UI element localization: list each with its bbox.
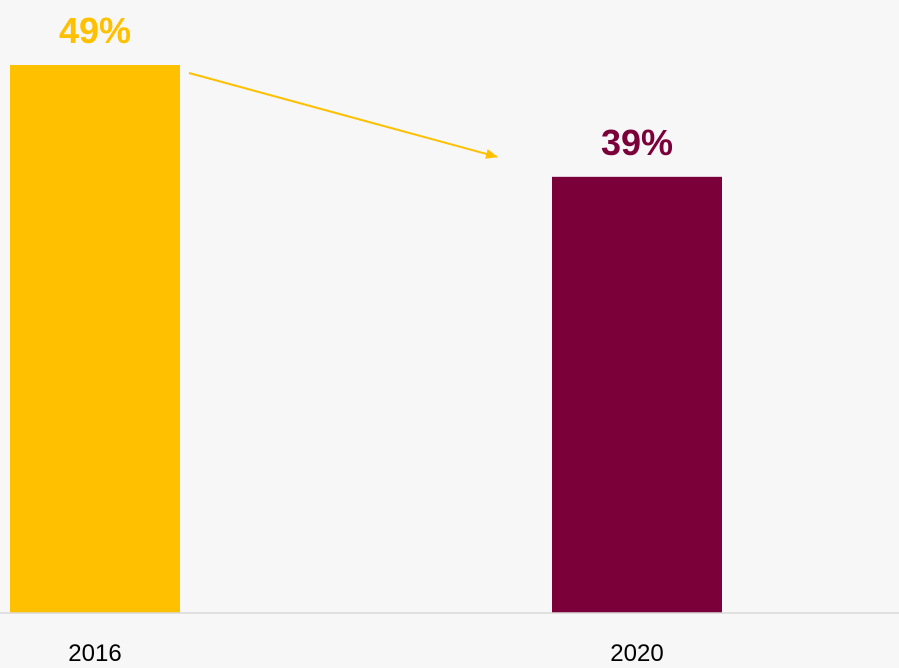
bar-2020 bbox=[552, 176, 722, 613]
bar-value-label-2016: 49% bbox=[59, 10, 131, 51]
x-tick-labels: 2016 2020 bbox=[68, 640, 663, 667]
bar-value-label-2020: 39% bbox=[601, 122, 673, 163]
value-labels-group: 49% 39% bbox=[59, 10, 673, 163]
bars-group bbox=[10, 65, 722, 613]
x-tick-label-2020: 2020 bbox=[610, 640, 663, 667]
x-tick-label-2016: 2016 bbox=[68, 640, 121, 667]
bar-2016 bbox=[10, 65, 180, 613]
trend-arrow bbox=[188, 72, 498, 159]
